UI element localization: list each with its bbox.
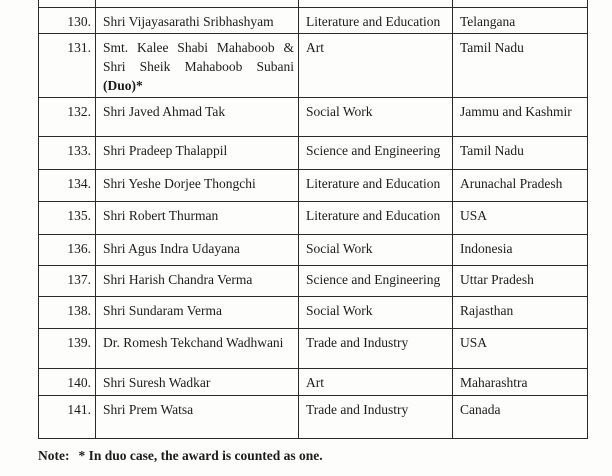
state-cell	[452, 0, 588, 8]
serial-cell	[38, 0, 96, 8]
table-row: 139. Dr. Romesh Tekchand Wadhwani Trade …	[38, 328, 588, 369]
name-cell: Shri Sundaram Verma	[95, 296, 299, 329]
footnote-text: * In duo case, the award is counted as o…	[78, 448, 323, 463]
serial-cell: 134.	[38, 169, 96, 202]
table-row: 140. Shri Suresh Wadkar Art Maharashtra	[38, 368, 588, 396]
state-cell: Uttar Pradesh	[452, 265, 588, 297]
state-cell: Indonesia	[452, 234, 588, 266]
awards-table-wrap: 130. Shri Vijayasarathi Sribhashyam Lite…	[38, 0, 589, 439]
state-cell: Telangana	[452, 7, 588, 34]
name-cell: Shri Robert Thurman	[95, 201, 299, 235]
table-row: 138. Shri Sundaram Verma Social Work Raj…	[38, 296, 588, 329]
field-cell: Literature and Education	[298, 7, 453, 34]
table-row: 141. Shri Prem Watsa Trade and Industry …	[38, 395, 588, 439]
table-row: 133. Shri Pradeep Thalappil Science and …	[38, 136, 588, 170]
table-row: 132. Shri Javed Ahmad Tak Social Work Ja…	[38, 97, 588, 137]
serial-cell: 137.	[38, 265, 96, 297]
name-cell: Shri Agus Indra Udayana	[95, 234, 299, 266]
field-cell: Literature and Education	[298, 169, 453, 202]
state-cell: Rajasthan	[452, 296, 588, 329]
state-cell: USA	[452, 201, 588, 235]
serial-cell: 141.	[38, 395, 96, 439]
field-cell: Social Work	[298, 97, 453, 137]
awards-table: 130. Shri Vijayasarathi Sribhashyam Lite…	[38, 0, 588, 439]
state-cell: Tamil Nadu	[452, 136, 588, 170]
field-cell: Social Work	[298, 234, 453, 266]
serial-cell: 138.	[38, 296, 96, 329]
footnote-label: Note:	[38, 448, 70, 463]
name-cell	[95, 0, 299, 8]
field-cell: Social Work	[298, 296, 453, 329]
field-cell: Trade and Industry	[298, 395, 453, 439]
state-cell: Tamil Nadu	[452, 33, 588, 98]
table-row: 131. Smt. Kalee Shabi Mahaboob & Shri Sh…	[38, 33, 588, 98]
serial-cell: 133.	[38, 136, 96, 170]
table-row: 130. Shri Vijayasarathi Sribhashyam Lite…	[38, 7, 588, 34]
name-cell: Shri Vijayasarathi Sribhashyam	[95, 7, 299, 34]
serial-cell: 132.	[38, 97, 96, 137]
state-cell: Jammu and Kashmir	[452, 97, 588, 137]
name-cell: Smt. Kalee Shabi Mahaboob & Shri Sheik M…	[95, 33, 299, 98]
awardee-names: Smt. Kalee Shabi Mahaboob & Shri Sheik M…	[103, 40, 294, 74]
field-cell: Art	[298, 33, 453, 98]
duo-marker: (Duo)*	[103, 78, 143, 93]
footnote: Note: * In duo case, the award is counted…	[38, 446, 323, 465]
serial-cell: 139.	[38, 328, 96, 369]
field-cell: Science and Engineering	[298, 136, 453, 170]
field-cell: Literature and Education	[298, 201, 453, 235]
serial-cell: 131.	[38, 33, 96, 98]
serial-cell: 130.	[38, 7, 96, 34]
serial-cell: 140.	[38, 368, 96, 396]
name-cell: Shri Prem Watsa	[95, 395, 299, 439]
table-row-partial	[38, 0, 588, 8]
serial-cell: 135.	[38, 201, 96, 235]
name-cell: Shri Javed Ahmad Tak	[95, 97, 299, 137]
name-cell: Shri Yeshe Dorjee Thongchi	[95, 169, 299, 202]
state-cell: Arunachal Pradesh	[452, 169, 588, 202]
name-cell: Shri Pradeep Thalappil	[95, 136, 299, 170]
table-row: 136. Shri Agus Indra Udayana Social Work…	[38, 234, 588, 266]
name-cell: Shri Suresh Wadkar	[95, 368, 299, 396]
table-row: 137. Shri Harish Chandra Verma Science a…	[38, 265, 588, 297]
table-row: 134. Shri Yeshe Dorjee Thongchi Literatu…	[38, 169, 588, 202]
state-cell: Maharashtra	[452, 368, 588, 396]
field-cell: Trade and Industry	[298, 328, 453, 369]
table-row: 135. Shri Robert Thurman Literature and …	[38, 201, 588, 235]
state-cell: USA	[452, 328, 588, 369]
field-cell	[298, 0, 453, 8]
field-cell: Science and Engineering	[298, 265, 453, 297]
state-cell: Canada	[452, 395, 588, 439]
name-cell: Dr. Romesh Tekchand Wadhwani	[95, 328, 299, 369]
name-cell: Shri Harish Chandra Verma	[95, 265, 299, 297]
serial-cell: 136.	[38, 234, 96, 266]
field-cell: Art	[298, 368, 453, 396]
